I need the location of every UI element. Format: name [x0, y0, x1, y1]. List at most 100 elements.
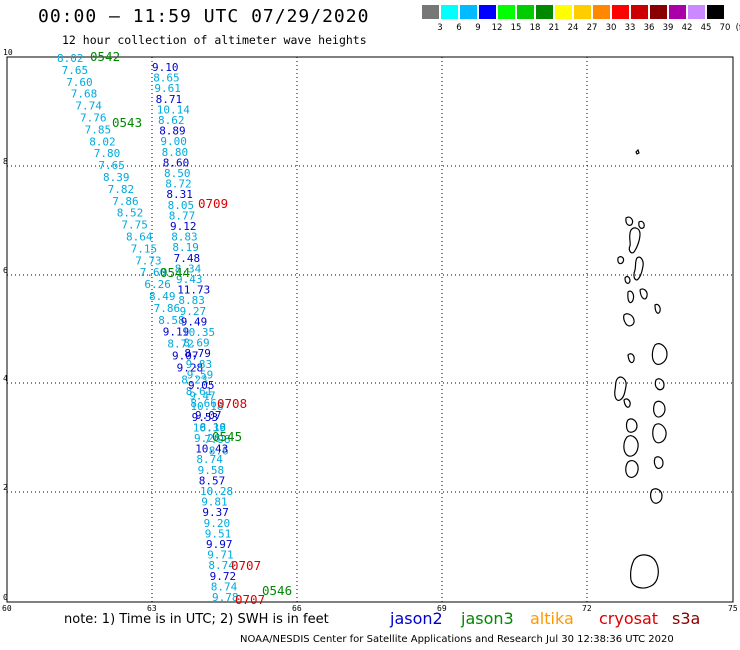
wave-height-value: 6.26 [144, 278, 171, 291]
map-subtitle: 12 hour collection of altimeter wave hei… [62, 33, 367, 47]
legend-label: 9 [475, 23, 481, 33]
wave-height-value: 8.66 [190, 397, 217, 410]
track-jason-west: 8.027.657.607.687.747.767.858.027.807.65… [57, 52, 231, 458]
wave-height-value: 8.80 [162, 146, 189, 159]
wave-height-value: 7.75 [121, 219, 147, 232]
sat-jason3: jason3 [461, 609, 514, 628]
legend-label: 33 [624, 23, 636, 33]
legend-swatch [422, 5, 439, 19]
legend-label: 45 [700, 23, 712, 33]
lat-label: 8 [3, 157, 8, 166]
island [635, 148, 640, 155]
wave-height-value: 8.83 [178, 294, 205, 307]
island [627, 353, 635, 364]
lat-label: 2 [3, 483, 8, 492]
wave-height-value: 8.34 [175, 262, 202, 275]
wave-height-value: 10.18 [190, 400, 223, 413]
axis-labels: 60 63 66 69 72 75 0 2 4 6 8 10 [2, 48, 738, 613]
legend-swatch [536, 5, 553, 19]
wave-height-value: 8.49 [149, 290, 176, 303]
wave-height-value: 8.18 [200, 421, 227, 434]
island [633, 256, 644, 281]
wave-height-value: 9.61 [154, 82, 181, 95]
wave-height-value: 7.65 [98, 159, 125, 172]
wave-height-value: 9.83 [186, 358, 213, 371]
wave-height-value: 8.65 [153, 72, 180, 85]
sat-altika: altika [530, 609, 574, 628]
wave-height-value: 7.86 [154, 302, 181, 315]
wave-height-value: 10.28 [200, 485, 233, 498]
legend-swatch [555, 5, 572, 19]
wave-height-value: 7.60 [140, 266, 167, 279]
wave-height-value: 7.60 [66, 76, 93, 89]
island [617, 256, 625, 265]
sat-jason2: jason2 [390, 609, 443, 628]
wave-height-value: 7.80 [94, 147, 121, 160]
grid-lines [7, 57, 733, 602]
island [638, 220, 645, 229]
wave-height-value: 8.69 [183, 337, 210, 350]
map-title: 00:00 – 11:59 UTC 07/29/2020 [38, 6, 370, 27]
wave-height-value: 8.57 [199, 474, 226, 487]
legend-label: 3 [437, 23, 443, 33]
legend-label: 36 [643, 23, 655, 33]
legend-swatch [441, 5, 458, 19]
lat-label: 10 [3, 48, 13, 57]
wave-height-value: 9.28 [177, 361, 204, 374]
wave-height-value: 8.02 [89, 135, 116, 148]
note-text: note: 1) Time is in UTC; 2) SWH is in fe… [64, 612, 329, 627]
wave-height-value: 7.68 [71, 88, 98, 101]
wave-height-value: 9.20 [204, 517, 231, 530]
legend-label: 27 [586, 23, 598, 33]
pass-time-label: 0709 [198, 196, 228, 211]
legend-label: 15 [510, 23, 522, 33]
legend-swatch [460, 5, 477, 19]
island [651, 343, 668, 365]
legend-swatch [498, 5, 515, 19]
wave-height-value: 9.47 [189, 390, 216, 403]
island [653, 456, 664, 469]
wave-height-value: 8.72 [167, 338, 194, 351]
wave-height-value: 8.74 [196, 453, 223, 466]
legend-unit: (ft) [735, 23, 740, 33]
lon-label: 75 [728, 604, 738, 613]
pass-time-label: 0542 [90, 49, 120, 64]
island [623, 398, 631, 408]
wave-height-value: 9.05 [188, 379, 215, 392]
lon-label: 69 [437, 604, 447, 613]
lon-label: 66 [292, 604, 302, 613]
wave-height-value: 9.27 [180, 305, 207, 318]
island [650, 488, 663, 504]
legend-swatch [631, 5, 648, 19]
pass-time-label: 0708 [217, 396, 247, 411]
lat-label: 0 [3, 593, 8, 602]
wave-height-value: 9.07 [172, 350, 199, 363]
wave-height-value: 7.65 [62, 64, 89, 77]
lon-label: 72 [582, 604, 592, 613]
wave-height-value: 9.19 [163, 326, 190, 339]
legend-swatch [688, 5, 705, 19]
wave-height-value: 8.05 [168, 199, 195, 212]
island [652, 423, 667, 444]
pass-time-label: 0707 [235, 592, 265, 607]
plot-frame [6, 56, 734, 603]
island [625, 418, 638, 433]
track-east: 9.108.659.618.7110.148.628.899.008.808.6… [152, 61, 239, 604]
wave-height-value: 7.86 [112, 195, 139, 208]
wave-height-value: 11.73 [177, 284, 210, 297]
island [630, 554, 659, 589]
wave-height-value: 9.37 [202, 506, 229, 519]
sat-cryosat: cryosat [599, 609, 659, 628]
legend-swatch [593, 5, 610, 19]
wave-height-value: 8.89 [159, 125, 186, 138]
wave-height-value: 10.35 [182, 326, 215, 339]
lat-label: 6 [3, 266, 8, 275]
wave-height-value: 8.79 [184, 347, 211, 360]
wave-height-value: 9.81 [201, 496, 228, 509]
legend-swatch [650, 5, 667, 19]
wave-height-value: 8.74 [208, 559, 235, 572]
legend-swatch [612, 5, 629, 19]
wave-height-value: 8.61 [186, 385, 213, 398]
wave-height-value: 9.10 [152, 61, 179, 74]
wave-height-value: 9.53 [192, 411, 219, 424]
